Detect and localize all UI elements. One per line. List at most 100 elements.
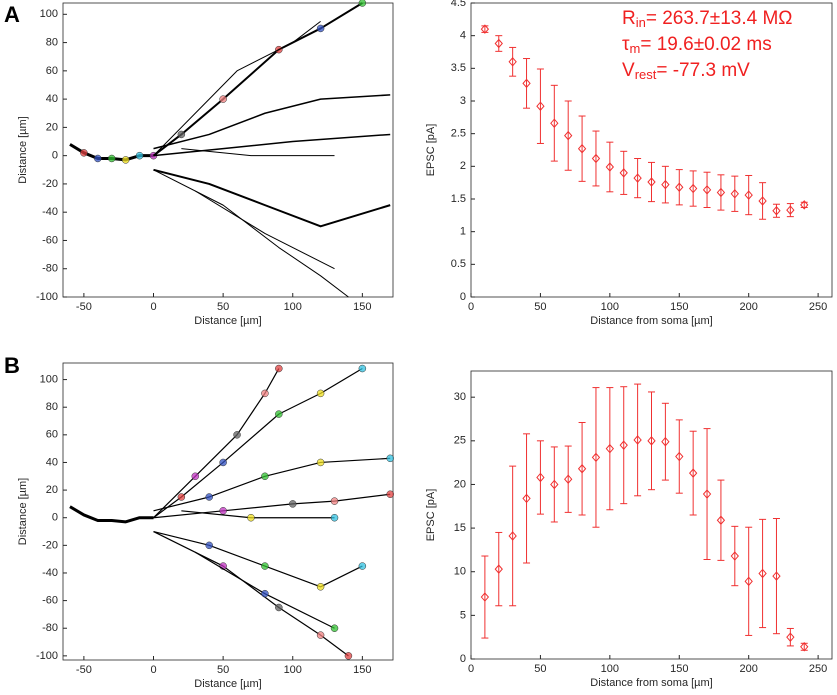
annotation: Rin= 263.7±13.4 MΩ [622, 8, 793, 30]
error-point [702, 428, 712, 561]
synapse-dot [261, 589, 269, 598]
error-point [550, 84, 559, 162]
dendrite [153, 530, 363, 588]
synapse-dot [261, 389, 269, 398]
diamond-marker [577, 143, 587, 154]
synapse-dot [205, 541, 213, 550]
y-tick-label: 2 [460, 160, 466, 172]
x-tick-label: -50 [76, 664, 92, 676]
synapse-dot [275, 410, 283, 418]
x-tick-label: 0 [150, 664, 156, 676]
y-tick-label: -60 [42, 595, 58, 607]
y-tick-label: -40 [42, 567, 58, 579]
diamond-marker [786, 205, 795, 215]
diamond-marker [564, 474, 573, 484]
error-point [786, 627, 795, 647]
dendrite [152, 2, 363, 157]
synapse-dot [177, 130, 186, 139]
diamond-marker [480, 592, 490, 602]
synapse-dot [330, 513, 339, 522]
annotation-subscript: m [630, 41, 641, 56]
diamond-marker [688, 183, 698, 194]
error-point [688, 430, 698, 516]
diamond-marker [647, 436, 656, 446]
axes-box [470, 2, 833, 298]
diamond-marker [508, 531, 517, 541]
y-tick-label: 4 [460, 30, 466, 42]
error-point [577, 115, 587, 182]
y-tick-label: 40 [46, 93, 58, 105]
diamond-marker [619, 440, 628, 450]
y-tick-label: 20 [46, 484, 58, 496]
diamond-marker [480, 24, 490, 34]
diamond-marker [591, 153, 601, 164]
error-point [522, 58, 531, 109]
diamond-marker [522, 78, 531, 89]
dendrite [69, 505, 154, 524]
error-point [758, 518, 767, 629]
x-tick-label: 0 [150, 301, 156, 313]
synapse-dot [316, 583, 325, 591]
dendrite [153, 20, 321, 157]
synapse-dot [344, 652, 353, 660]
x-axis-label: Distance [µm] [194, 678, 261, 690]
y-tick-label: 0 [460, 653, 466, 665]
y-tick-label: 1 [460, 226, 466, 238]
diamond-marker [605, 443, 615, 454]
x-tick-label: 50 [217, 301, 229, 313]
x-tick-label: 100 [284, 301, 302, 313]
y-tick-label: 5 [460, 609, 466, 621]
synapse-dot [121, 156, 130, 164]
diamond-marker [661, 436, 670, 447]
y-axis-label: EPSC [pA] [425, 124, 437, 177]
error-point [480, 24, 490, 34]
dendrite [153, 94, 391, 150]
error-point [647, 391, 656, 491]
error-point [564, 100, 573, 171]
y-tick-label: 15 [454, 522, 466, 534]
y-tick-label: -40 [42, 206, 58, 218]
diamond-marker [675, 451, 684, 462]
error-point [619, 386, 628, 505]
synapse-dot [275, 603, 283, 612]
x-axis-label: Distance [µm] [194, 315, 261, 327]
x-tick-label: 100 [601, 663, 619, 675]
error-point [508, 465, 517, 607]
dendrite [153, 368, 280, 519]
error-point [605, 141, 615, 193]
y-tick-label: 2.5 [451, 128, 466, 140]
error-point [522, 433, 531, 564]
diamond-marker [675, 182, 684, 192]
error-point [744, 526, 753, 636]
diamond-marker [508, 57, 517, 67]
x-tick-label: 150 [670, 663, 688, 675]
synapse-dot [80, 149, 88, 157]
synapse-dot [261, 472, 269, 481]
x-tick-label: 150 [353, 664, 371, 676]
y-tick-label: -100 [36, 291, 58, 303]
diamond-marker [564, 130, 573, 141]
diamond-marker [702, 185, 712, 195]
diamond-marker [522, 493, 531, 504]
y-tick-label: 3.5 [451, 62, 466, 74]
synapse-dot [94, 154, 102, 163]
diamond-marker [605, 162, 615, 172]
error-point [730, 525, 739, 587]
dendrite [153, 133, 391, 157]
x-tick-label: 250 [809, 663, 827, 675]
error-point [480, 555, 490, 639]
synapse-dot [288, 500, 297, 508]
synapse-dot [219, 458, 227, 467]
y-tick-label: 30 [454, 391, 466, 403]
dendrite [153, 168, 391, 228]
error-point [591, 387, 601, 528]
diamond-marker [536, 101, 545, 111]
synapse-dot [219, 507, 227, 515]
y-tick-label: -80 [42, 622, 58, 634]
y-tick-label: 80 [46, 36, 58, 48]
diamond-marker [619, 168, 628, 178]
diamond-marker [577, 463, 587, 474]
y-tick-label: 25 [454, 435, 466, 447]
error-point [675, 169, 684, 206]
